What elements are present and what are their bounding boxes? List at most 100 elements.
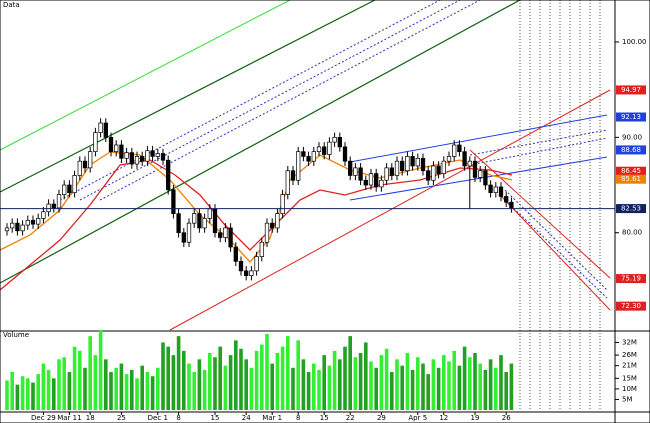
volume-bar (156, 367, 160, 410)
volume-bar (358, 353, 363, 410)
volume-bar (208, 353, 212, 410)
price-marker (616, 85, 646, 95)
candle-body (228, 227, 233, 248)
candle-body (72, 175, 77, 194)
volume-bar (88, 336, 92, 410)
volume-bar (395, 359, 399, 410)
candle-body (374, 173, 379, 188)
candle-body (358, 167, 363, 181)
candle-body (327, 141, 332, 155)
candle-body (160, 153, 166, 161)
candle-body (150, 150, 155, 157)
candle-body (145, 150, 150, 162)
volume-bar (109, 372, 113, 410)
volume-bar (31, 382, 35, 410)
volume-bar (176, 336, 181, 410)
candle-body (426, 170, 431, 181)
candle-body (108, 136, 114, 152)
candle-body (30, 219, 36, 225)
candle-body (197, 213, 202, 229)
volume-bar (327, 365, 332, 410)
x-tick-label: 18 (86, 414, 95, 422)
volume-bar (140, 365, 144, 410)
candle-body (77, 160, 82, 176)
x-tick-label: 8 (176, 414, 180, 422)
candle-body (244, 270, 249, 276)
volume-bar (41, 363, 46, 410)
volume-bar (468, 357, 472, 410)
panel-title: Data (3, 1, 20, 9)
volume-bar (145, 372, 150, 410)
candle-body (452, 144, 457, 157)
x-tick-label: Dec 1 (148, 414, 168, 422)
candle-body (186, 222, 192, 243)
x-tick-label: 24 (242, 414, 251, 422)
candle-body (119, 144, 124, 159)
x-tick-label: Mar 1 (262, 414, 282, 422)
volume-bar (332, 350, 337, 410)
volume-bar (62, 357, 66, 410)
volume-bar (452, 350, 456, 410)
volume-bar (234, 340, 238, 410)
volume-bar (478, 363, 482, 410)
candle-body (25, 219, 30, 226)
x-tick-label: 19 (471, 414, 480, 422)
candle-body (441, 160, 446, 174)
candle-body (212, 208, 218, 234)
volume-bar (114, 367, 118, 410)
candle-body (238, 260, 244, 272)
candle-body (415, 157, 420, 167)
x-tick-label: Dec 29 (31, 414, 56, 422)
volume-bar (421, 363, 425, 410)
volume-bar (462, 346, 467, 410)
candle-body (264, 222, 270, 243)
candle-body (431, 165, 436, 181)
trend-overlays (0, 0, 611, 331)
candle-body (270, 222, 275, 229)
candle-body (342, 146, 348, 162)
volume-bar (15, 384, 20, 410)
volume-bar (280, 346, 285, 410)
candle-body (233, 246, 238, 262)
candle-body (275, 213, 280, 229)
candle-body (389, 167, 394, 176)
price-marker (616, 145, 646, 155)
candle-body (337, 136, 342, 148)
candle-body (322, 146, 327, 155)
volume-tick-label: 5M (622, 395, 633, 403)
candle-body (207, 208, 212, 219)
volume-bar (306, 372, 311, 410)
price-marker-label: 85.61 (621, 175, 641, 183)
candle-body (472, 160, 478, 178)
price-marker (616, 301, 646, 311)
volume-bar (473, 353, 477, 410)
candle-body (420, 157, 426, 172)
x-tick-label: Mar 11 (57, 414, 81, 422)
volume-bar (93, 355, 98, 410)
price-marker-label: 86.45 (621, 167, 641, 175)
candle-body (254, 256, 259, 272)
candle-body (134, 156, 140, 165)
volume-bar (223, 365, 228, 410)
price-marker-label: 88.68 (621, 146, 641, 154)
volume-bar (57, 359, 61, 410)
volume-bar (130, 369, 134, 410)
volume-tick-label: 26M (622, 351, 637, 359)
candle-body (290, 170, 296, 181)
volume-bar (83, 367, 87, 410)
volume-bar (249, 367, 254, 410)
volume-bar (270, 363, 274, 410)
y-tick-label: 100.00 (622, 38, 647, 46)
volume-bar (384, 348, 389, 410)
candle-body (223, 227, 228, 238)
volume-bar (254, 350, 259, 410)
volume-title: Volume (3, 331, 29, 339)
volume-bar (228, 355, 233, 410)
volume-bar (426, 374, 430, 410)
volume-bar (187, 363, 191, 410)
candle-body (192, 213, 197, 224)
candle-body (504, 196, 509, 203)
candle-body (98, 122, 103, 133)
candle-body (353, 167, 358, 176)
volume-bar (410, 369, 415, 410)
